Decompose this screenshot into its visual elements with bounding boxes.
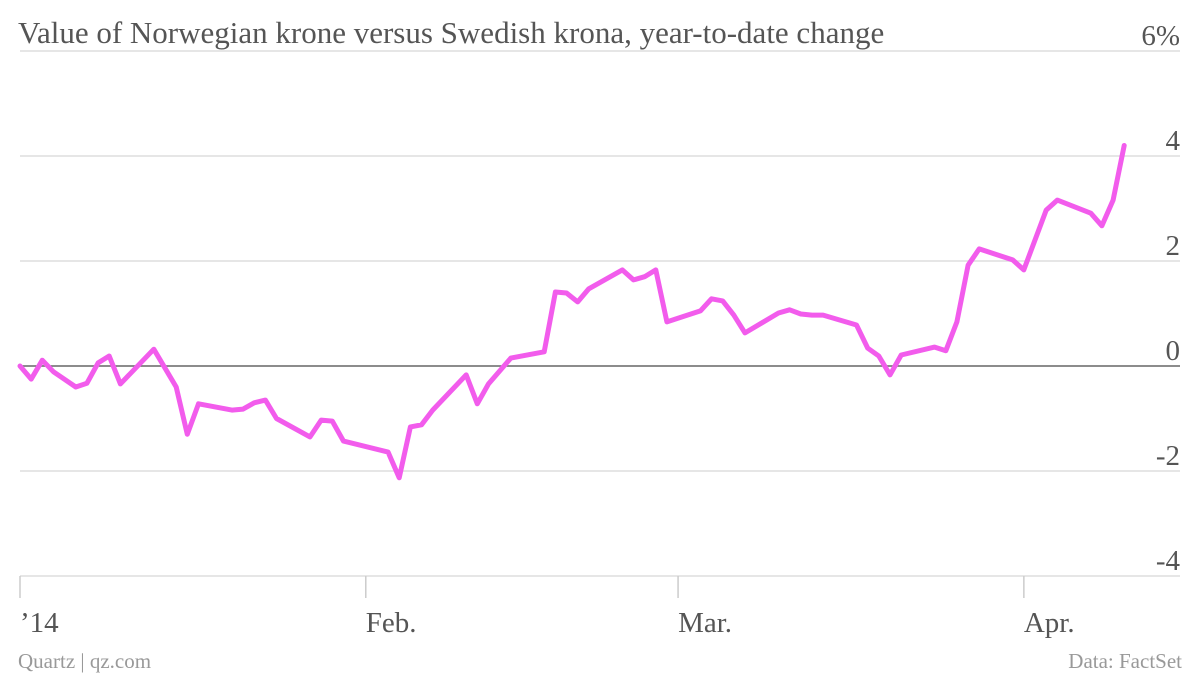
y-tick-label: -2 <box>1156 440 1180 472</box>
y-tick-label: 0 <box>1166 335 1181 367</box>
y-tick-label: 2 <box>1166 230 1181 262</box>
y-tick-label: 6% <box>1141 20 1180 52</box>
line-series <box>17 143 1127 481</box>
credit: Quartz | qz.com <box>18 649 151 673</box>
y-tick-label: 4 <box>1166 125 1181 157</box>
x-tick-label: Feb. <box>366 607 417 639</box>
source: Data: FactSet <box>1068 649 1182 673</box>
x-tick-label: Apr. <box>1024 607 1075 639</box>
y-tick-label: -4 <box>1156 545 1181 577</box>
x-tick-label: ’14 <box>20 607 59 639</box>
chart-title: Value of Norwegian krone versus Swedish … <box>18 15 884 50</box>
x-tick-label: Mar. <box>678 607 732 639</box>
